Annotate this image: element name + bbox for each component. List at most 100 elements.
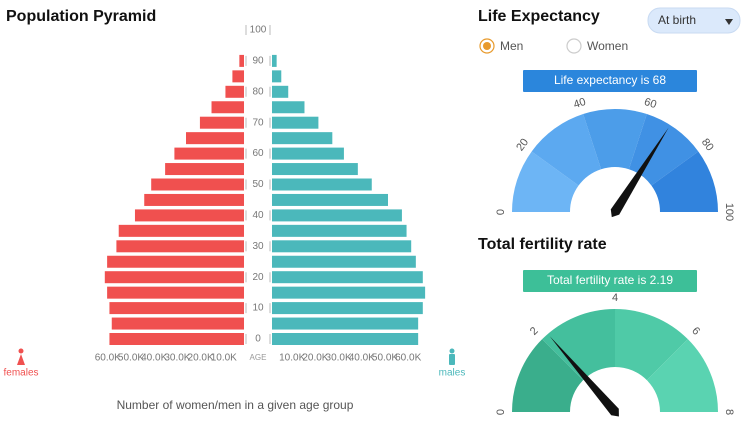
bar <box>116 240 244 253</box>
gauge-band <box>542 309 615 381</box>
x-tick-label: 50.0K <box>118 353 144 364</box>
bar <box>134 209 244 222</box>
y-axis-label: AGE <box>250 353 267 362</box>
y-tick-label: 60 <box>252 148 264 159</box>
value-label: Total fertility rate is 2.19 <box>547 273 673 287</box>
bar <box>272 255 416 268</box>
gauge-tick-label: 60 <box>643 96 658 111</box>
gauge-tick-label: 20 <box>514 136 531 153</box>
bar <box>118 224 244 237</box>
bar <box>272 178 372 191</box>
x-tick-label: 50.0K <box>372 353 398 364</box>
bar <box>109 302 244 315</box>
bar <box>272 101 305 114</box>
gauge-tick-label: 40 <box>572 96 587 111</box>
bar <box>104 271 244 284</box>
bar <box>272 116 319 129</box>
male-icon <box>449 348 455 365</box>
legend-females: females <box>3 368 38 379</box>
value-label-box <box>523 70 697 92</box>
radio-label[interactable]: Women <box>587 39 628 53</box>
y-tick-label: 40 <box>252 210 264 221</box>
gauge-band <box>615 309 688 381</box>
x-tick-label: 20.0K <box>302 353 328 364</box>
gauge-tick-label: 2 <box>528 325 541 338</box>
bar <box>225 85 244 98</box>
radio-label[interactable]: Men <box>500 39 523 53</box>
y-tick-label: 80 <box>252 86 264 97</box>
bar <box>272 224 407 237</box>
y-tick-label: 30 <box>252 241 264 252</box>
gauge-title: Total fertility rate <box>478 236 607 253</box>
bar <box>272 163 358 176</box>
bar <box>272 193 388 206</box>
bar <box>272 54 277 67</box>
bar <box>211 101 244 114</box>
bar <box>239 54 244 67</box>
legend-males: males <box>439 368 466 379</box>
x-tick-label: 60.0K <box>95 353 121 364</box>
gauge-tick-label: 6 <box>689 325 702 338</box>
bar <box>107 255 245 268</box>
bar <box>111 317 244 330</box>
bar <box>107 286 245 299</box>
y-tick-label: 50 <box>252 179 264 190</box>
bar <box>272 240 412 253</box>
bar <box>272 286 426 299</box>
gauge-tick-label: 80 <box>699 136 716 153</box>
pyramid-title: Population Pyramid <box>6 8 156 25</box>
dropdown-label[interactable]: At birth <box>658 13 696 27</box>
x-tick-label: 10.0K <box>279 353 305 364</box>
bar <box>186 132 244 145</box>
y-tick-label: 100 <box>250 25 267 36</box>
gauge-needle <box>549 336 619 417</box>
bar <box>272 317 419 330</box>
radio-dot <box>483 42 491 50</box>
gauge-tick-label: 8 <box>723 409 735 415</box>
bar <box>272 70 282 83</box>
bar <box>272 132 333 145</box>
gauge-band <box>512 151 579 212</box>
bar <box>272 85 289 98</box>
y-tick-label: 10 <box>252 303 264 314</box>
bar <box>272 271 423 284</box>
gauge-tick-label: 100 <box>723 203 735 221</box>
x-tick-label: 60.0K <box>395 353 421 364</box>
bar <box>272 333 419 345</box>
y-tick-label: 20 <box>252 272 264 283</box>
gauge-band <box>651 151 719 212</box>
female-icon <box>17 348 25 365</box>
gauge-band <box>646 339 718 412</box>
x-tick-label: 20.0K <box>188 353 214 364</box>
bar <box>165 163 244 176</box>
radio-button[interactable] <box>566 38 582 54</box>
value-label: Life expectancy is 68 <box>554 73 666 87</box>
gauge-tick-label: 0 <box>495 209 507 215</box>
x-axis-label: Number of women/men in a given age group <box>117 398 354 412</box>
bar <box>272 302 423 315</box>
bar <box>232 70 244 83</box>
gauge-band <box>531 114 602 186</box>
gauge-needle <box>610 127 669 218</box>
gauge-band <box>512 339 584 412</box>
x-tick-label: 40.0K <box>141 353 167 364</box>
x-tick-label: 10.0K <box>211 353 237 364</box>
y-tick-label: 70 <box>252 117 264 128</box>
bar <box>151 178 244 191</box>
bar <box>272 209 402 222</box>
x-tick-label: 30.0K <box>164 353 190 364</box>
x-tick-label: 30.0K <box>326 353 352 364</box>
x-tick-label: 40.0K <box>349 353 375 364</box>
gauge-title: Life Expectancy <box>478 8 600 25</box>
y-tick-label: 0 <box>255 334 261 345</box>
gauge-band <box>628 114 699 186</box>
gauge-band <box>583 108 647 170</box>
gauge-tick-label: 0 <box>495 409 507 415</box>
bar <box>109 333 244 345</box>
dropdown-arrow <box>725 19 733 25</box>
dropdown[interactable] <box>647 7 741 34</box>
value-label-box <box>523 270 697 292</box>
bar <box>272 147 344 160</box>
bar <box>174 147 244 160</box>
